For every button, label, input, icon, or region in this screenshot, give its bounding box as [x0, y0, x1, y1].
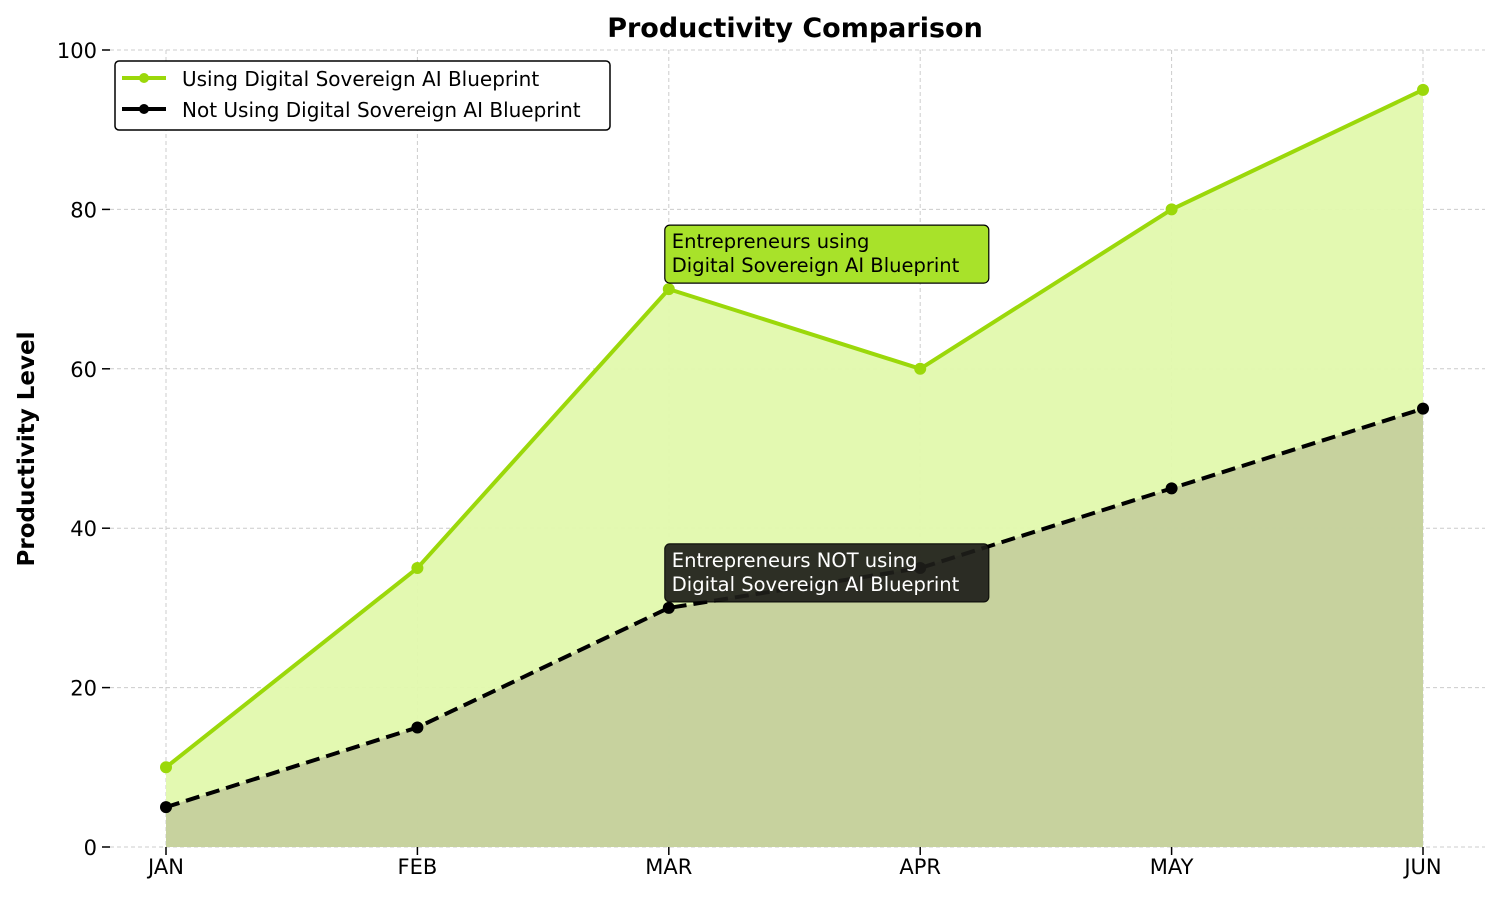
- area-not-using: [166, 408, 1423, 847]
- line-using: [164, 88, 1424, 769]
- y-tick-label: 60: [70, 358, 97, 382]
- annotation-not-using-text: Entrepreneurs NOT using: [672, 549, 918, 572]
- point-using: [1417, 83, 1429, 96]
- point-not-using: [411, 721, 424, 734]
- line-not-using: [165, 406, 1424, 810]
- legend-label-using: Using Digital Sovereign AI Blueprint: [182, 67, 539, 91]
- point-using: [662, 283, 675, 296]
- point-using: [914, 362, 927, 375]
- legend-marker-not-using: [139, 104, 149, 114]
- point-not-using: [1417, 402, 1429, 415]
- legend: Using Digital Sovereign AI Blueprint Not…: [114, 60, 611, 131]
- legend-marker-using: [139, 73, 149, 83]
- x-tick-label: JUN: [1402, 855, 1441, 879]
- y-tick-label: 0: [84, 836, 97, 860]
- point-using: [411, 562, 424, 575]
- point-not-using: [160, 801, 172, 814]
- x-tick-label: APR: [899, 855, 941, 879]
- y-axis-label: Productivity Level: [14, 332, 40, 567]
- annotation-using-text: Digital Sovereign AI Blueprint: [672, 254, 960, 277]
- legend-label-not-using: Not Using Digital Sovereign AI Blueprint: [182, 98, 581, 122]
- x-tick-label: FEB: [398, 855, 438, 879]
- annotation-using-box: [664, 224, 990, 284]
- y-tick-label: 40: [70, 517, 97, 541]
- chart-title: Productivity Comparison: [607, 13, 983, 44]
- x-tick-label: JAN: [146, 855, 184, 879]
- annotation-using-text: Entrepreneurs using: [672, 230, 870, 253]
- annotation-not-using-text: Digital Sovereign AI Blueprint: [672, 573, 960, 596]
- point-not-using: [662, 601, 675, 614]
- x-tick-label: MAY: [1150, 855, 1194, 879]
- point-using: [1165, 203, 1178, 216]
- annotation-not-using-box: [664, 543, 990, 603]
- point-using: [160, 761, 172, 774]
- y-tick-label: 20: [70, 677, 97, 701]
- point-not-using: [1165, 482, 1178, 495]
- x-tick-label: MAR: [645, 855, 692, 879]
- y-tick-label: 80: [70, 198, 97, 222]
- y-tick-label: 100: [57, 39, 97, 63]
